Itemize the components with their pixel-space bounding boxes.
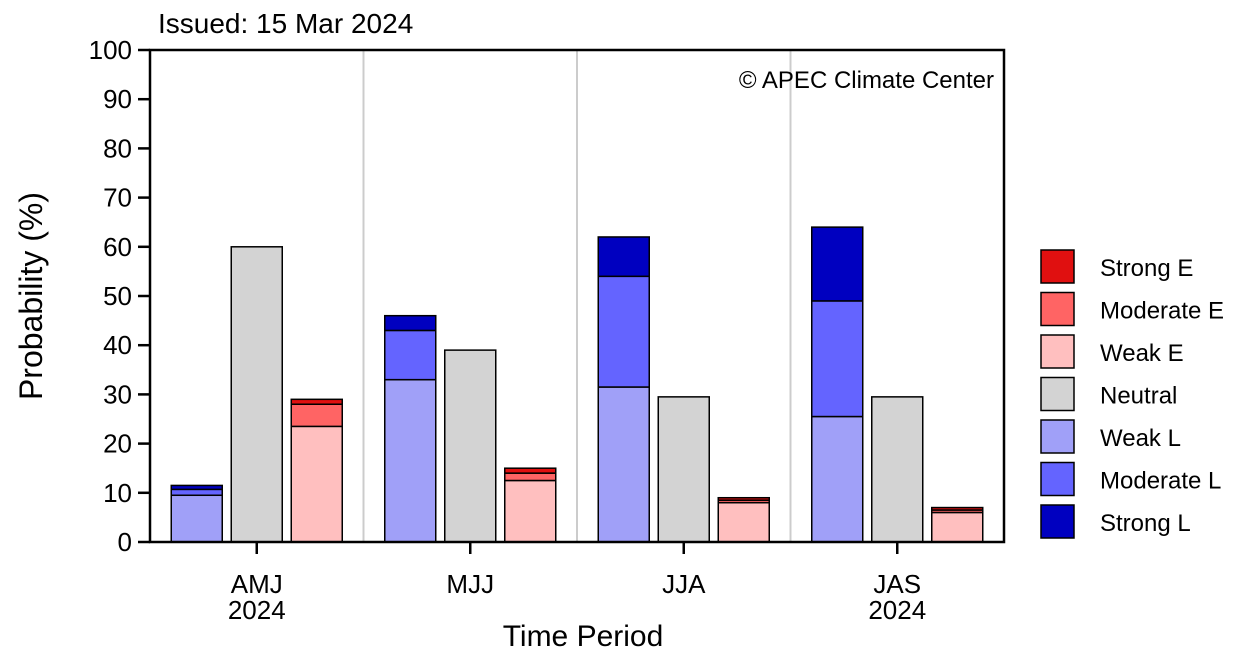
x-axis-title: Time Period — [503, 620, 664, 652]
bar-mjj-weak-l — [384, 378, 437, 543]
y-tick-label: 30 — [103, 379, 132, 409]
bar-jja-strong-e — [717, 496, 770, 501]
legend-item-weak-l: Weak L — [1040, 419, 1181, 454]
bar-mjj-strong-e — [504, 467, 557, 474]
bar-jja-neutral — [657, 396, 710, 543]
legend-swatch — [1040, 376, 1075, 412]
bar-jja-weak-l — [597, 386, 650, 543]
y-tick-label: 60 — [103, 232, 132, 262]
bar-jas-neutral — [871, 396, 924, 543]
y-axis: 0 10 20 30 40 50 60 70 80 90 100 — [89, 35, 150, 557]
legend-swatch — [1040, 334, 1075, 369]
legend-item-moderate-e: Moderate E — [1040, 291, 1224, 327]
bars-layer — [170, 226, 984, 543]
bar-amj-moderate-l — [170, 488, 223, 497]
legend-label: Strong L — [1100, 510, 1191, 537]
x-tick-sublabel: 2024 — [868, 595, 926, 625]
y-tick-label: 50 — [103, 281, 132, 311]
bar-jja-moderate-l — [597, 275, 650, 388]
y-tick-label: 0 — [118, 527, 132, 557]
legend-item-moderate-l: Moderate L — [1040, 461, 1221, 497]
y-axis-title: Probability (%) — [13, 192, 49, 400]
legend-label: Weak L — [1100, 425, 1181, 452]
y-tick-label: 20 — [103, 429, 132, 459]
legend-label: Weak E — [1100, 340, 1184, 367]
legend-item-strong-l: Strong L — [1040, 504, 1191, 539]
x-tick-label: JJA — [662, 569, 706, 599]
bar-amj-weak-e — [290, 425, 343, 543]
legend-swatch — [1040, 461, 1075, 497]
y-tick-label: 100 — [89, 35, 132, 65]
x-tick-label: MJJ — [446, 569, 494, 599]
bar-mjj-moderate-e — [504, 472, 557, 482]
legend-swatch — [1040, 504, 1075, 539]
bar-amj-neutral — [230, 246, 283, 543]
legend-label: Neutral — [1100, 383, 1177, 410]
bar-jas-moderate-l — [811, 300, 864, 418]
legend-item-neutral: Neutral — [1040, 376, 1177, 412]
legend-label: Moderate E — [1100, 298, 1224, 325]
period-separators — [362, 50, 792, 542]
x-tick-label: AMJ — [231, 569, 283, 599]
x-tick-sublabel: 2024 — [228, 595, 286, 625]
bar-jas-weak-l — [811, 415, 864, 543]
bar-mjj-moderate-l — [384, 329, 437, 381]
legend-swatch — [1040, 291, 1075, 327]
legend-swatch — [1040, 249, 1075, 284]
bar-jja-weak-e — [717, 501, 770, 543]
legend: Strong E Moderate E Weak E Neutral Weak L Mod… — [1040, 249, 1224, 539]
issued-label: Issued: 15 Mar 2024 — [158, 8, 413, 39]
legend-swatch — [1040, 419, 1075, 454]
copyright-label: © APEC Climate Center — [739, 67, 994, 94]
y-tick-label: 80 — [103, 133, 132, 163]
legend-item-strong-e: Strong E — [1040, 249, 1193, 284]
legend-label: Strong E — [1100, 255, 1193, 282]
legend-item-weak-e: Weak E — [1040, 334, 1184, 369]
bar-amj-moderate-e — [290, 403, 343, 428]
y-tick-label: 10 — [103, 478, 132, 508]
bar-jja-strong-l — [597, 236, 650, 278]
plot-frame — [148, 48, 1006, 544]
y-tick-label: 70 — [103, 183, 132, 213]
bar-mjj-weak-e — [504, 479, 557, 543]
y-tick-label: 90 — [103, 84, 132, 114]
x-tick-label: JAS — [873, 569, 921, 599]
bar-jas-weak-e — [931, 511, 984, 543]
bar-jas-strong-e — [931, 506, 984, 511]
bar-amj-weak-l — [170, 494, 223, 543]
bar-mjj-neutral — [444, 349, 497, 543]
bar-jas-strong-l — [811, 226, 864, 302]
legend-label: Moderate L — [1100, 468, 1221, 495]
y-tick-label: 40 — [103, 330, 132, 360]
bar-mjj-strong-l — [384, 314, 437, 332]
bar-amj-strong-l — [170, 484, 223, 491]
bar-amj-strong-e — [290, 398, 343, 405]
